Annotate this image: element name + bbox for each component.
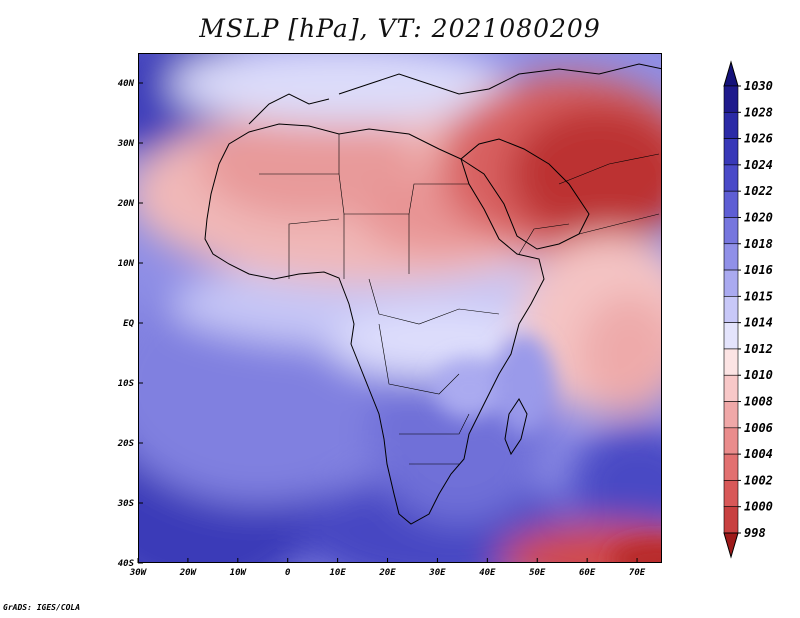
colorbar-label: 998: [744, 526, 766, 540]
colorbar-swatch: [723, 217, 739, 245]
colorbar-label: 1022: [744, 184, 773, 198]
coastlines: [204, 63, 661, 525]
colorbar-label: 1016: [744, 263, 773, 277]
colorbar-swatch: [723, 111, 739, 139]
country-borders: [259, 134, 660, 465]
colorbar-label: 1024: [744, 158, 773, 172]
colorbar-swatch: [723, 322, 739, 350]
lat-tick-label: 20N: [117, 199, 135, 209]
colorbar-label: 1018: [744, 237, 773, 251]
colorbar-label: 1020: [744, 210, 773, 224]
colorbar-label: 1000: [744, 500, 773, 514]
colorbar-swatch: [723, 164, 739, 192]
colorbar-swatch: [723, 506, 739, 534]
colorbar-swatch: [723, 374, 739, 402]
lon-tick-label: 0: [285, 568, 291, 578]
lat-tick-label: 10S: [118, 379, 135, 389]
colorbar-swatch: [723, 480, 739, 508]
pressure-field-shading: [139, 54, 661, 562]
lon-tick-label: 60E: [579, 568, 596, 578]
lon-tick-label: 30E: [428, 568, 446, 578]
colorbar-label: 1030: [744, 79, 773, 93]
colorbar-bottom-arrow: [723, 532, 739, 559]
colorbar-swatch: [723, 348, 739, 376]
colorbar-label: 1004: [744, 447, 773, 461]
colorbar-swatch: [723, 85, 739, 113]
lon-tick-label: 50E: [529, 568, 546, 578]
colorbar-swatch: [723, 269, 739, 297]
colorbar-label: 1008: [744, 395, 773, 409]
lat-tick-label: 40S: [118, 559, 135, 569]
colorbar-label: 1012: [744, 342, 773, 356]
colorbar-label: 1026: [744, 132, 773, 146]
colorbar-label: 1014: [744, 316, 773, 330]
lat-tick-label: 30N: [117, 139, 135, 149]
lat-tick-label: 30S: [117, 499, 135, 509]
colorbar-top-arrow: [723, 60, 739, 87]
map-field: [139, 54, 661, 562]
colorbar-label: 1015: [744, 289, 773, 303]
colorbar-label: 1002: [744, 473, 773, 487]
lon-tick-label: 40E: [479, 568, 496, 578]
colorbar-label: 1028: [744, 105, 773, 119]
lon-tick-label: 10E: [329, 568, 346, 578]
colorbar-swatch: [723, 138, 739, 166]
pressure-field-detail: [434, 334, 661, 562]
colorbar: 1030 1028 1026 1024 1022 1020 1018 1016 1015 1014…: [723, 60, 773, 559]
colorbar-swatch: [723, 296, 739, 323]
lat-tick-label: EQ: [123, 319, 134, 329]
colorbar-swatch: [723, 453, 739, 481]
colorbar-label: 1010: [744, 368, 773, 382]
colorbar-label: 1006: [744, 421, 773, 435]
colorbar-swatch: [723, 190, 739, 218]
lat-tick-label: 40N: [118, 79, 135, 89]
plot-title: MSLP [hPa], VT: 2021080209: [199, 14, 601, 43]
lon-tick-label: 70E: [629, 568, 646, 578]
lon-tick-label: 30W: [129, 568, 148, 578]
colorbar-swatch: [723, 401, 739, 429]
colorbar-swatch: [723, 243, 739, 271]
lat-tick-label: 10N: [118, 259, 135, 269]
lon-tick-label: 20W: [179, 568, 198, 578]
lon-tick-label: 10W: [230, 568, 248, 578]
map-panel: [138, 53, 662, 563]
footer-credit: GrADS: IGES/COLA: [3, 603, 81, 612]
colorbar-swatch: [723, 427, 739, 455]
lat-tick-label: 20S: [117, 439, 135, 449]
lon-tick-label: 20E: [378, 568, 396, 578]
